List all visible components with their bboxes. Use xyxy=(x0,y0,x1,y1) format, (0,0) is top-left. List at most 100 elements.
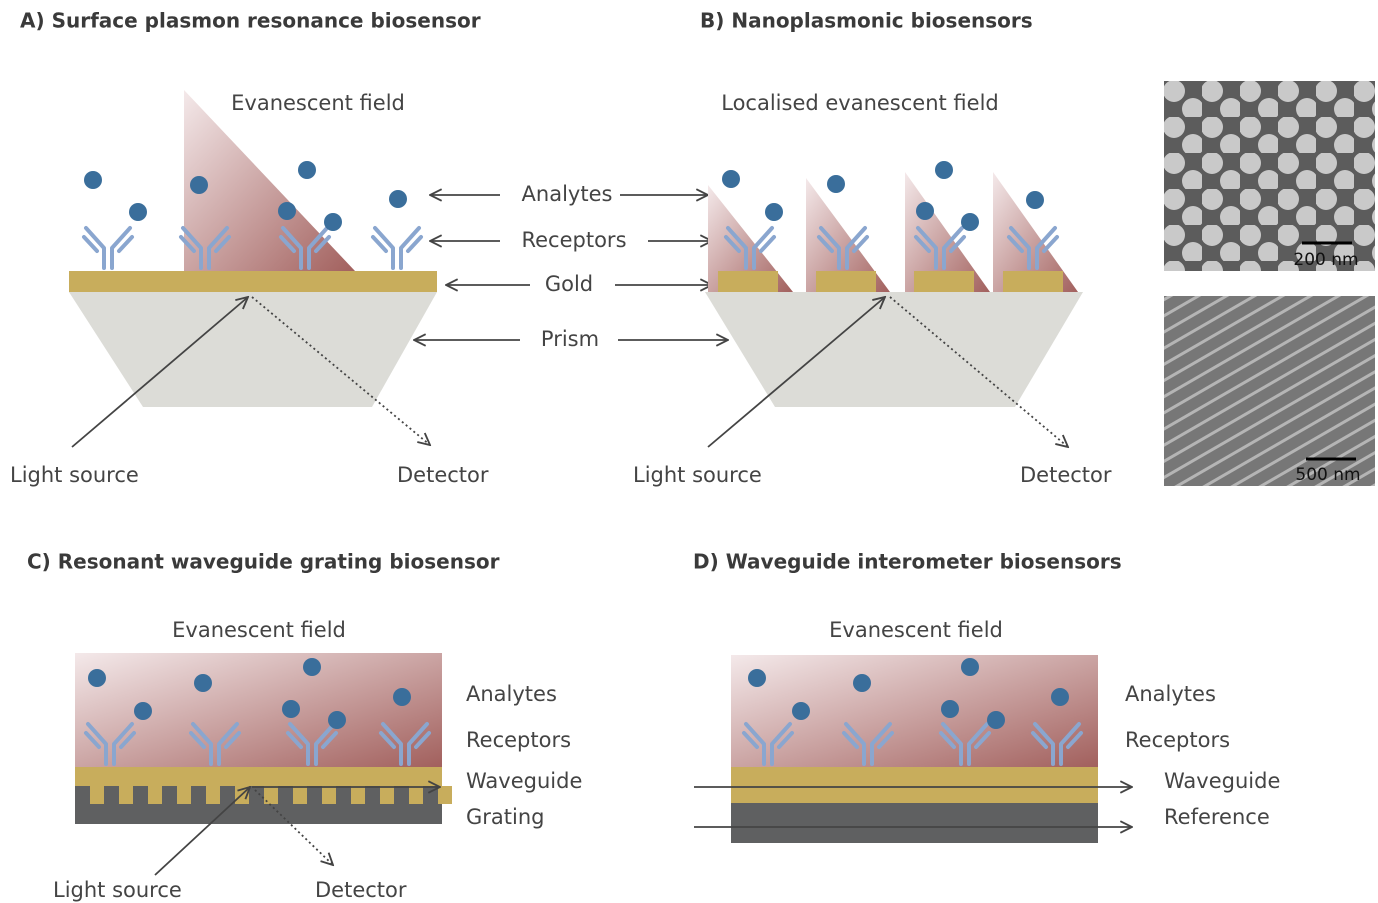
layer-label: Analytes xyxy=(466,682,557,706)
analyte xyxy=(393,688,411,706)
grating-tooth xyxy=(293,786,307,804)
panel-title: B) Nanoplasmonic biosensors xyxy=(700,9,1033,33)
antibody xyxy=(399,226,421,270)
layer-label: Grating xyxy=(466,805,544,829)
grating-tooth xyxy=(148,786,162,804)
antibody xyxy=(1035,226,1057,270)
reference xyxy=(731,803,1098,843)
antibody xyxy=(759,235,776,253)
gold-block xyxy=(914,271,974,292)
detector-label: Detector xyxy=(315,878,407,902)
antibody xyxy=(852,235,869,253)
light-label: Light source xyxy=(633,463,762,487)
antibody xyxy=(1009,226,1031,270)
evanescent-field xyxy=(708,185,793,292)
antibody xyxy=(381,722,403,766)
antibody xyxy=(1007,235,1024,253)
analyte xyxy=(1051,688,1069,706)
evanescent-field xyxy=(993,172,1078,292)
antibody xyxy=(119,731,136,749)
analyte xyxy=(328,711,346,729)
detector-label: Detector xyxy=(1020,463,1112,487)
analyte xyxy=(961,658,979,676)
antibody xyxy=(1033,722,1055,766)
grating-tooth xyxy=(206,786,220,804)
analyte xyxy=(748,669,766,687)
antibody xyxy=(844,722,866,766)
analyte xyxy=(282,700,300,718)
analyte xyxy=(324,213,342,231)
scale-label: 200 nm xyxy=(1293,250,1358,270)
antibody xyxy=(949,235,966,253)
field-label: Evanescent field xyxy=(829,618,1003,642)
gold-layer xyxy=(69,271,437,292)
light-label: Light source xyxy=(53,878,182,902)
antibody xyxy=(84,731,101,749)
antibody xyxy=(726,226,748,270)
scale-label: 500 nm xyxy=(1295,465,1360,485)
antibody xyxy=(179,235,196,253)
antibody xyxy=(189,731,206,749)
layer-label: Receptors xyxy=(1125,728,1230,752)
analyte xyxy=(298,161,316,179)
antibody xyxy=(877,731,894,749)
field-label: Evanescent field xyxy=(172,618,346,642)
grating-tooth xyxy=(264,786,278,804)
antibody xyxy=(181,226,203,270)
antibody xyxy=(112,722,134,766)
analyte xyxy=(88,669,106,687)
grating-tooth xyxy=(322,786,336,804)
evanescent-field xyxy=(731,655,1098,767)
evanescent-field xyxy=(75,653,442,767)
panel-title: C) Resonant waveguide grating biosensor xyxy=(27,550,500,574)
antibody xyxy=(406,235,423,253)
gold-block xyxy=(718,271,778,292)
antibody xyxy=(214,235,231,253)
grating-tooth xyxy=(119,786,133,804)
antibody xyxy=(86,722,108,766)
panel-title: A) Surface plasmon resonance biosensor xyxy=(20,9,481,33)
antibody xyxy=(1059,722,1081,766)
analyte xyxy=(765,203,783,221)
field-label: Localised evanescent field xyxy=(721,91,999,115)
antibody xyxy=(842,731,859,749)
antibody xyxy=(1066,731,1083,749)
antibody xyxy=(307,226,329,270)
antibody xyxy=(314,235,331,253)
antibody xyxy=(914,235,931,253)
antibody xyxy=(724,235,741,253)
antibody xyxy=(286,731,303,749)
antibody xyxy=(817,235,834,253)
antibody xyxy=(373,226,395,270)
prism xyxy=(69,292,437,407)
antibody xyxy=(110,226,132,270)
antibody xyxy=(224,731,241,749)
analyte xyxy=(961,213,979,231)
analyte xyxy=(722,170,740,188)
gold-block xyxy=(1003,271,1063,292)
antibody xyxy=(941,722,963,766)
arrow xyxy=(251,296,430,445)
antibody xyxy=(939,731,956,749)
analyte xyxy=(1026,191,1044,209)
arrow xyxy=(707,297,885,448)
arrow xyxy=(254,789,333,865)
analyte xyxy=(303,658,321,676)
antibody xyxy=(279,235,296,253)
field-label: Evanescent field xyxy=(231,91,405,115)
antibody xyxy=(84,226,106,270)
antibody xyxy=(414,731,431,749)
antibody xyxy=(82,235,99,253)
waveguide xyxy=(75,767,442,786)
antibody xyxy=(321,731,338,749)
antibody xyxy=(207,226,229,270)
antibody xyxy=(777,731,794,749)
grating-tooth xyxy=(438,786,452,804)
analyte xyxy=(987,711,1005,729)
antibody xyxy=(770,722,792,766)
sem-image xyxy=(1164,296,1375,486)
antibody xyxy=(974,731,991,749)
sem-image xyxy=(1164,81,1375,271)
